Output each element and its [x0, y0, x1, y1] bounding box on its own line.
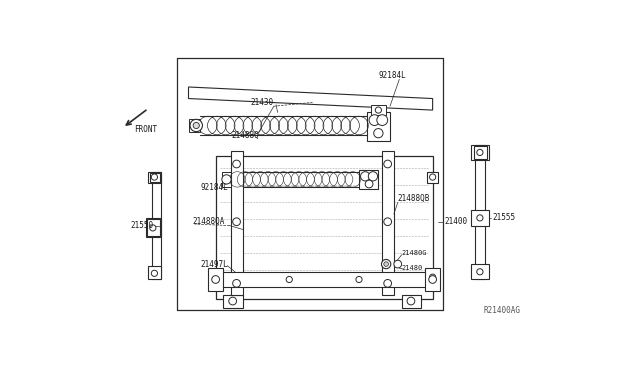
Circle shape [477, 215, 483, 221]
Text: 21497L: 21497L [200, 260, 228, 269]
Circle shape [365, 180, 373, 188]
Circle shape [190, 119, 202, 132]
Circle shape [233, 279, 241, 287]
Circle shape [374, 129, 383, 138]
Polygon shape [231, 151, 243, 295]
Polygon shape [476, 145, 484, 279]
Circle shape [394, 260, 402, 268]
Circle shape [369, 115, 380, 125]
Polygon shape [216, 272, 433, 287]
Polygon shape [189, 87, 433, 110]
Circle shape [360, 172, 370, 181]
Circle shape [477, 150, 483, 155]
Circle shape [368, 172, 378, 181]
Circle shape [212, 276, 220, 283]
Circle shape [193, 122, 199, 129]
Text: R21400AG: R21400AG [483, 306, 520, 315]
Polygon shape [148, 266, 161, 279]
Polygon shape [367, 112, 390, 141]
Circle shape [151, 174, 157, 180]
Circle shape [233, 160, 241, 168]
Circle shape [150, 225, 156, 231]
Text: 21488Q: 21488Q [231, 131, 259, 140]
Text: FRONT: FRONT [134, 125, 157, 135]
Circle shape [477, 269, 483, 275]
Circle shape [375, 107, 381, 113]
Polygon shape [428, 272, 438, 283]
Polygon shape [147, 219, 160, 235]
Polygon shape [425, 268, 440, 291]
Circle shape [222, 175, 231, 184]
Polygon shape [152, 172, 161, 279]
Text: 92184L: 92184L [378, 71, 406, 80]
Text: 21488QB: 21488QB [397, 194, 430, 203]
Circle shape [384, 279, 392, 287]
Circle shape [429, 276, 436, 283]
Polygon shape [472, 145, 489, 160]
Text: 21550: 21550 [131, 221, 154, 230]
Polygon shape [428, 172, 438, 183]
Text: 21430: 21430 [250, 98, 274, 107]
Polygon shape [150, 173, 160, 182]
Text: 92184L: 92184L [200, 183, 228, 192]
Polygon shape [402, 295, 421, 308]
Polygon shape [382, 151, 394, 295]
Polygon shape [146, 218, 161, 237]
Polygon shape [371, 105, 386, 115]
Circle shape [286, 276, 292, 283]
Polygon shape [189, 119, 200, 132]
Text: 21555: 21555 [492, 214, 515, 222]
Polygon shape [359, 170, 378, 189]
Circle shape [384, 218, 392, 225]
Polygon shape [148, 172, 161, 183]
Polygon shape [472, 264, 489, 279]
Text: 21480: 21480 [402, 265, 423, 271]
Circle shape [384, 262, 388, 266]
Polygon shape [472, 210, 489, 225]
Polygon shape [223, 295, 243, 308]
Polygon shape [208, 268, 223, 291]
Circle shape [384, 160, 392, 168]
Text: 21400: 21400 [444, 217, 467, 226]
Text: 21488QA: 21488QA [193, 217, 225, 226]
Circle shape [356, 276, 362, 283]
Text: 21480G: 21480G [402, 250, 427, 256]
Polygon shape [222, 172, 231, 187]
Circle shape [233, 218, 241, 225]
Polygon shape [216, 156, 433, 299]
Circle shape [151, 270, 157, 276]
Circle shape [407, 297, 415, 305]
Polygon shape [474, 146, 487, 158]
Circle shape [229, 297, 237, 305]
Circle shape [429, 174, 436, 180]
Circle shape [381, 260, 391, 269]
Circle shape [377, 115, 388, 125]
Circle shape [429, 274, 436, 280]
